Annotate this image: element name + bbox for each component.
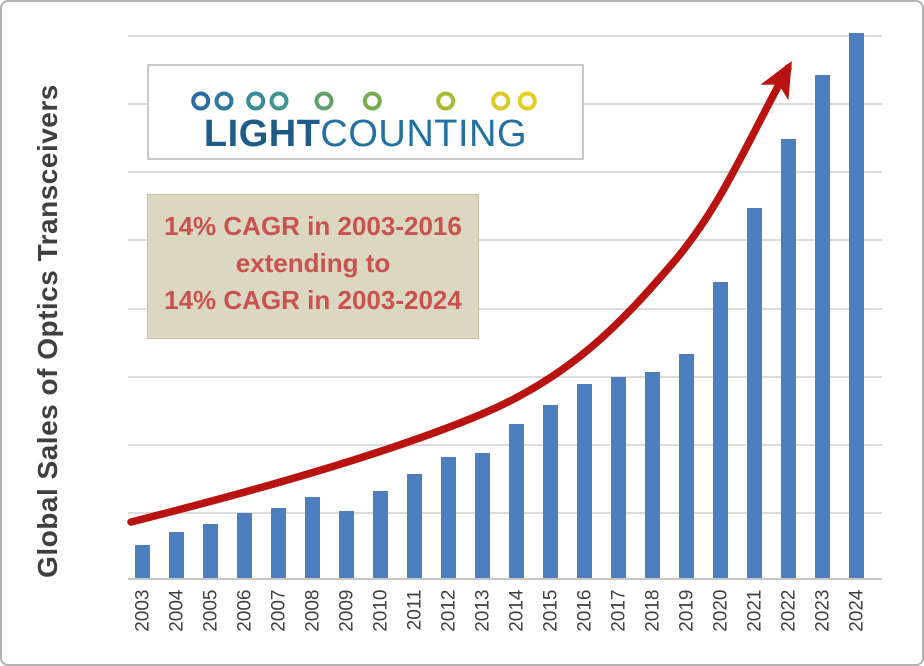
cagr-line-1: 14% CAGR in 2003-2016 bbox=[164, 211, 462, 241]
logo-chain-circle bbox=[246, 91, 266, 111]
bar-2015 bbox=[543, 404, 558, 578]
x-label-2014: 2014 bbox=[506, 589, 527, 632]
x-label-2011: 2011 bbox=[404, 589, 425, 631]
gridline bbox=[128, 375, 882, 378]
logo-word-counting: COUNTING bbox=[320, 113, 528, 155]
cagr-line-3: 14% CAGR in 2003-2024 bbox=[164, 285, 462, 315]
bar-2021 bbox=[747, 208, 762, 578]
bar-2019 bbox=[679, 353, 694, 578]
logo-chain-circle bbox=[214, 91, 234, 111]
y-axis-title: Global Sales of Optics Transceivers bbox=[32, 84, 63, 578]
x-label-2019: 2019 bbox=[676, 589, 697, 632]
bar-2020 bbox=[713, 281, 728, 578]
bar-2009 bbox=[339, 511, 354, 578]
bar-2006 bbox=[237, 513, 252, 578]
x-label-2010: 2010 bbox=[370, 589, 391, 632]
x-label-2007: 2007 bbox=[268, 589, 289, 632]
bar-2010 bbox=[373, 490, 388, 578]
x-label-2020: 2020 bbox=[710, 589, 731, 632]
x-label-2015: 2015 bbox=[540, 589, 561, 632]
bar-2016 bbox=[577, 383, 592, 578]
bar-2022 bbox=[781, 139, 796, 578]
logo-chain-circle bbox=[191, 91, 211, 111]
gridline bbox=[128, 443, 882, 446]
x-label-2016: 2016 bbox=[574, 589, 595, 632]
bar-2008 bbox=[305, 496, 320, 578]
logo-word-light: LIGHT bbox=[203, 113, 321, 155]
x-label-2018: 2018 bbox=[642, 589, 663, 632]
logo-chain-circle bbox=[314, 91, 334, 111]
x-label-2023: 2023 bbox=[812, 589, 833, 632]
bar-2003 bbox=[135, 545, 150, 578]
x-label-2003: 2003 bbox=[132, 589, 153, 632]
bar-2011 bbox=[407, 474, 422, 578]
x-label-2005: 2005 bbox=[200, 589, 221, 632]
logo-chain-circle bbox=[491, 91, 511, 111]
bar-2018 bbox=[645, 371, 660, 578]
x-label-2021: 2021 bbox=[744, 589, 765, 632]
x-label-2012: 2012 bbox=[438, 589, 459, 632]
bar-2012 bbox=[441, 456, 456, 578]
x-label-2004: 2004 bbox=[166, 589, 187, 632]
cagr-line-2: extending to bbox=[235, 248, 391, 278]
logo-chain-circle bbox=[362, 91, 382, 111]
logo-chain-circle bbox=[269, 91, 289, 111]
logo-chain-circle bbox=[517, 91, 537, 111]
bar-2007 bbox=[271, 507, 286, 578]
x-label-2017: 2017 bbox=[608, 589, 629, 632]
cagr-annotation-box: 14% CAGR in 2003-2016 extending to 14% C… bbox=[147, 194, 479, 339]
bar-2013 bbox=[475, 453, 490, 578]
x-label-2022: 2022 bbox=[778, 589, 799, 632]
bar-2017 bbox=[611, 377, 626, 578]
bar-2024 bbox=[849, 33, 864, 578]
logo-chain-circle bbox=[436, 91, 456, 111]
gridline bbox=[128, 171, 882, 174]
lightcounting-logo: LIGHTCOUNTING bbox=[147, 64, 584, 160]
logo-wordmark: LIGHTCOUNTING bbox=[149, 114, 582, 154]
x-label-2008: 2008 bbox=[302, 589, 323, 632]
gridline bbox=[128, 35, 882, 37]
bar-2005 bbox=[203, 524, 218, 578]
bar-2014 bbox=[509, 424, 524, 578]
bar-2004 bbox=[169, 532, 184, 578]
logo-chain-icon bbox=[182, 91, 542, 111]
x-label-2009: 2009 bbox=[336, 589, 357, 632]
bar-2023 bbox=[815, 74, 830, 578]
x-label-2013: 2013 bbox=[472, 589, 493, 632]
x-label-2006: 2006 bbox=[234, 589, 255, 632]
x-label-2024: 2024 bbox=[846, 589, 867, 632]
